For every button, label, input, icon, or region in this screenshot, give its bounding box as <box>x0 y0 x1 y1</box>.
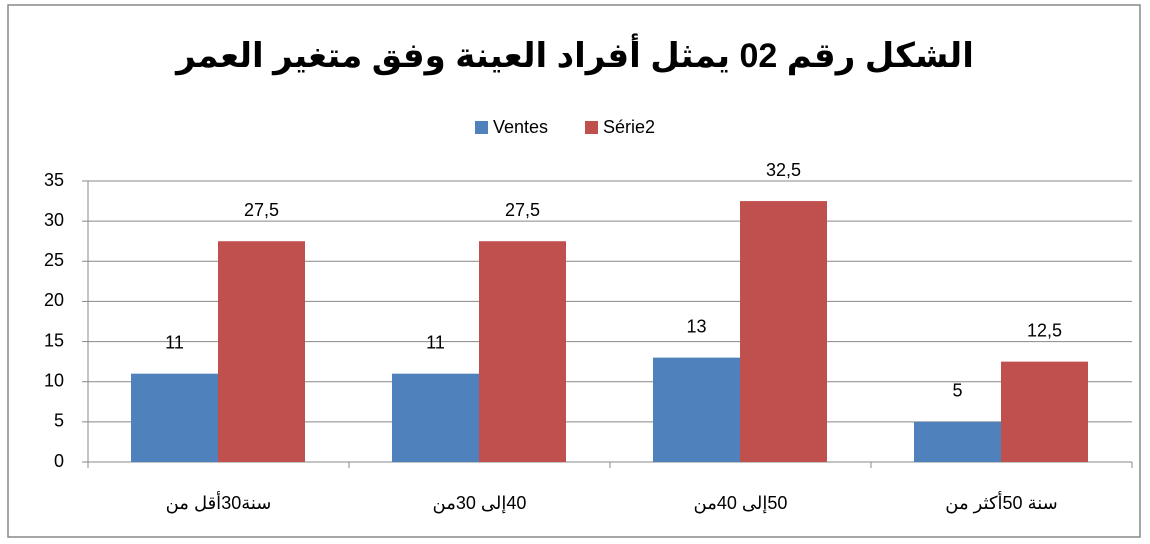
data-label: 27,5 <box>505 200 540 220</box>
data-label: 11 <box>426 332 445 352</box>
y-tick-label: 10 <box>44 370 64 390</box>
legend-label: Série2 <box>603 117 655 137</box>
bar <box>131 373 218 462</box>
data-label: 13 <box>686 316 706 336</box>
y-tick-label: 30 <box>44 210 64 230</box>
y-tick-label: 5 <box>54 411 64 431</box>
bar <box>740 201 827 463</box>
y-tick-label: 25 <box>44 250 64 270</box>
data-label: 5 <box>952 381 962 401</box>
data-label: 11 <box>165 332 184 352</box>
legend-swatch <box>475 121 488 134</box>
y-tick-label: 15 <box>44 330 64 350</box>
y-tick-label: 0 <box>54 451 64 471</box>
bar <box>218 241 305 462</box>
data-label: 12,5 <box>1027 320 1062 340</box>
bar <box>653 357 740 462</box>
x-tick-label: 40إلى 30من <box>433 493 527 514</box>
x-tick-label: سنة30أقل من <box>166 491 272 514</box>
bar <box>914 421 1001 462</box>
bar <box>1001 361 1088 462</box>
x-tick-label: 50إلى 40من <box>694 493 788 514</box>
chart-title: الشكل رقم 02 يمثل أفراد العينة وفق متغير… <box>174 33 974 76</box>
legend-swatch <box>585 121 598 134</box>
legend-label: Ventes <box>493 117 548 137</box>
bar <box>479 241 566 462</box>
data-label: 27,5 <box>244 200 279 220</box>
data-label: 32,5 <box>766 160 801 180</box>
bar <box>392 373 479 462</box>
y-tick-label: 20 <box>44 290 64 310</box>
y-tick-label: 35 <box>44 170 64 190</box>
x-tick-label: سنة 50أكثر من <box>945 491 1057 514</box>
